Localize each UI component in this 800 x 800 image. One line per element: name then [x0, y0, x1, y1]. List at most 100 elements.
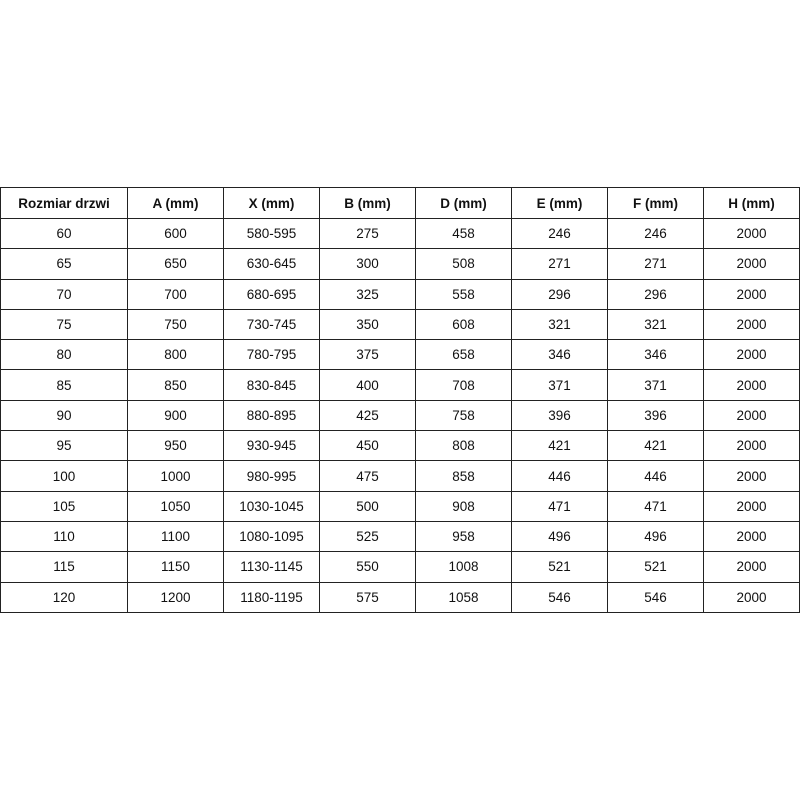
table-cell: 680-695 — [223, 278, 320, 310]
table-cell: 70 — [0, 278, 128, 310]
table-cell: 115 — [0, 551, 128, 583]
table-cell: 458 — [415, 217, 512, 250]
table-cell: 830-845 — [223, 369, 320, 401]
table-row: 70 700 680-695 325 558 296 296 2000 — [0, 278, 800, 310]
table-row: 75 750 730-745 350 608 321 321 2000 — [0, 308, 800, 341]
table-cell: 1130-1145 — [223, 551, 320, 583]
table-cell: 650 — [127, 248, 224, 280]
table-cell: 730-745 — [223, 308, 320, 341]
table-row: 120 1200 1180-1195 575 1058 546 546 2000 — [0, 581, 800, 613]
column-header: Rozmiar drzwi — [0, 187, 128, 219]
table-cell: 2000 — [703, 339, 800, 371]
table-cell: 2000 — [703, 551, 800, 583]
table-row: 65 650 630-645 300 508 271 271 2000 — [0, 248, 800, 280]
table-cell: 65 — [0, 248, 128, 280]
table-cell: 758 — [415, 399, 512, 432]
table-cell: 508 — [415, 248, 512, 280]
table-cell: 500 — [319, 490, 416, 522]
table-cell: 375 — [319, 339, 416, 371]
table-cell: 575 — [319, 581, 416, 613]
table-cell: 296 — [607, 278, 704, 310]
table-cell: 396 — [607, 399, 704, 432]
table-cell: 2000 — [703, 278, 800, 310]
table-cell: 271 — [511, 248, 608, 280]
table-row: 90 900 880-895 425 758 396 396 2000 — [0, 399, 800, 432]
table-cell: 80 — [0, 339, 128, 371]
table-cell: 1200 — [127, 581, 224, 613]
table-cell: 580-595 — [223, 217, 320, 250]
table-cell: 708 — [415, 369, 512, 401]
table-cell: 1000 — [127, 460, 224, 492]
table-row: 115 1150 1130-1145 550 1008 521 521 2000 — [0, 551, 800, 583]
table-cell: 800 — [127, 339, 224, 371]
table-cell: 2000 — [703, 490, 800, 522]
table-cell: 2000 — [703, 581, 800, 613]
column-header: D (mm) — [415, 187, 512, 219]
table-cell: 246 — [511, 217, 608, 250]
table-cell: 321 — [607, 308, 704, 341]
table-cell: 1150 — [127, 551, 224, 583]
table-cell: 900 — [127, 399, 224, 432]
table-cell: 421 — [607, 430, 704, 462]
table-cell: 930-945 — [223, 430, 320, 462]
table-header-row: Rozmiar drzwi A (mm) X (mm) B (mm) D (mm) E (… — [0, 187, 800, 219]
table-cell: 850 — [127, 369, 224, 401]
table-row: 95 950 930-945 450 808 421 421 2000 — [0, 430, 800, 462]
table-cell: 271 — [607, 248, 704, 280]
table-cell: 396 — [511, 399, 608, 432]
table-cell: 90 — [0, 399, 128, 432]
table-row: 85 850 830-845 400 708 371 371 2000 — [0, 369, 800, 401]
table-cell: 908 — [415, 490, 512, 522]
table-cell: 1080-1095 — [223, 520, 320, 553]
column-header: H (mm) — [703, 187, 800, 219]
table-cell: 2000 — [703, 460, 800, 492]
table-cell: 2000 — [703, 248, 800, 280]
table-cell: 546 — [607, 581, 704, 613]
table-cell: 325 — [319, 278, 416, 310]
table-cell: 2000 — [703, 520, 800, 553]
table-cell: 546 — [511, 581, 608, 613]
table-cell: 400 — [319, 369, 416, 401]
table-cell: 346 — [511, 339, 608, 371]
table-cell: 421 — [511, 430, 608, 462]
table-cell: 700 — [127, 278, 224, 310]
table-cell: 296 — [511, 278, 608, 310]
table-cell: 2000 — [703, 430, 800, 462]
table-cell: 120 — [0, 581, 128, 613]
table-cell: 446 — [607, 460, 704, 492]
table-cell: 2000 — [703, 217, 800, 250]
table-cell: 496 — [607, 520, 704, 553]
table-cell: 550 — [319, 551, 416, 583]
table-cell: 1050 — [127, 490, 224, 522]
table-row: 100 1000 980-995 475 858 446 446 2000 — [0, 460, 800, 492]
table-cell: 1100 — [127, 520, 224, 553]
table-cell: 275 — [319, 217, 416, 250]
table-cell: 1058 — [415, 581, 512, 613]
table-cell: 300 — [319, 248, 416, 280]
table-cell: 630-645 — [223, 248, 320, 280]
table-cell: 780-795 — [223, 339, 320, 371]
table-cell: 980-995 — [223, 460, 320, 492]
table-cell: 475 — [319, 460, 416, 492]
table-row: 60 600 580-595 275 458 246 246 2000 — [0, 217, 800, 250]
table-cell: 2000 — [703, 308, 800, 341]
table-cell: 371 — [511, 369, 608, 401]
column-header: B (mm) — [319, 187, 416, 219]
table-row: 105 1050 1030-1045 500 908 471 471 2000 — [0, 490, 800, 522]
table-cell: 450 — [319, 430, 416, 462]
table-cell: 110 — [0, 520, 128, 553]
table-cell: 85 — [0, 369, 128, 401]
table-cell: 1180-1195 — [223, 581, 320, 613]
table-cell: 321 — [511, 308, 608, 341]
table-cell: 808 — [415, 430, 512, 462]
table-cell: 950 — [127, 430, 224, 462]
table-cell: 521 — [607, 551, 704, 583]
table-cell: 496 — [511, 520, 608, 553]
table-cell: 2000 — [703, 369, 800, 401]
table-cell: 1030-1045 — [223, 490, 320, 522]
column-header: E (mm) — [511, 187, 608, 219]
column-header: F (mm) — [607, 187, 704, 219]
table-cell: 2000 — [703, 399, 800, 432]
table-cell: 958 — [415, 520, 512, 553]
table-cell: 858 — [415, 460, 512, 492]
